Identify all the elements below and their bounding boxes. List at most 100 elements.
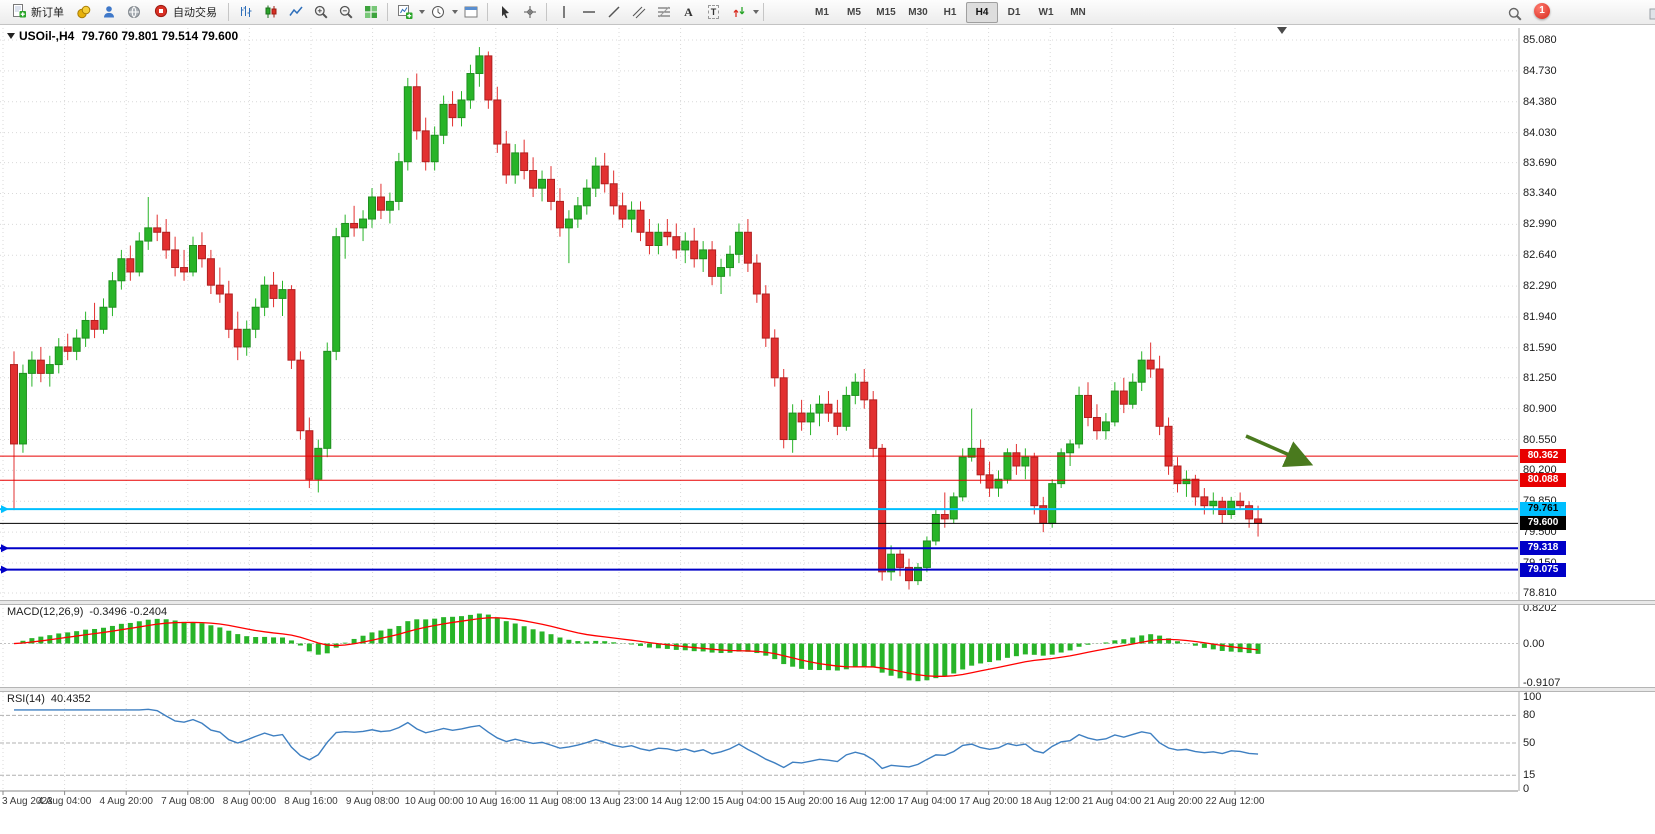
- channel-tool-icon[interactable]: [626, 2, 651, 23]
- candle: [99, 298, 108, 334]
- candle: [376, 183, 385, 220]
- candle: [770, 329, 779, 387]
- arrows-tool-icon[interactable]: [726, 2, 751, 23]
- candle: [126, 245, 135, 281]
- timeframe-button-m1[interactable]: M1: [815, 6, 829, 18]
- candle: [609, 170, 618, 215]
- toolbar: 新订单 自动交易 A T M1 M5 M15: [0, 0, 1655, 25]
- time-axis-label: 21 Aug 20:00: [1143, 796, 1203, 807]
- symbol-label: USOil-,H4 79.760 79.801 79.514 79.600: [19, 29, 245, 43]
- zoom-in-icon[interactable]: [308, 2, 333, 23]
- one-click-trading-arrow-icon[interactable]: [7, 33, 15, 39]
- candle: [27, 351, 36, 387]
- timeframe-button-h1[interactable]: H1: [943, 6, 957, 18]
- candle: [994, 470, 1003, 497]
- time-axis-label: 7 Aug 08:00: [161, 796, 215, 807]
- candle: [806, 404, 815, 436]
- candle: [654, 223, 663, 255]
- candle: [672, 223, 681, 259]
- candle: [1119, 377, 1128, 414]
- notification-badge[interactable]: 1: [1534, 3, 1550, 19]
- timeframe-button-w1[interactable]: W1: [1038, 6, 1054, 18]
- candle: [1209, 492, 1218, 515]
- new-order-icon: [11, 3, 27, 22]
- indicators-icon[interactable]: [392, 2, 417, 23]
- candle: [573, 196, 582, 228]
- time-axis-label: 10 Aug 16:00: [466, 796, 526, 807]
- panel-separator[interactable]: [0, 600, 1655, 605]
- toolbar-overflow-icon[interactable]: [1642, 3, 1655, 24]
- price-axis-label: 81.940: [1523, 310, 1557, 323]
- timeframe-button-mn[interactable]: MN: [1070, 6, 1086, 18]
- cursor-icon[interactable]: [492, 2, 517, 23]
- macd-axis-label: -0.9107: [1523, 677, 1561, 689]
- annotation-arrow[interactable]: [1245, 434, 1314, 468]
- text-tool-icon[interactable]: A: [676, 2, 701, 23]
- candlestick-chart-icon[interactable]: [258, 2, 283, 23]
- time-axis-label: 9 Aug 08:00: [345, 796, 400, 807]
- crosshair-icon[interactable]: [517, 2, 542, 23]
- candle: [412, 73, 421, 140]
- candle: [197, 232, 206, 268]
- candle: [591, 157, 600, 197]
- periods-icon[interactable]: [425, 2, 450, 23]
- timeframe-button-m15[interactable]: M15: [876, 6, 896, 18]
- candle: [493, 86, 502, 153]
- price-tag: 80.362: [1520, 449, 1566, 464]
- time-axis-label: 17 Aug 04:00: [897, 796, 957, 807]
- candle: [421, 117, 430, 171]
- candle: [958, 448, 967, 502]
- vertical-line-tool-icon[interactable]: [551, 2, 576, 23]
- autotrading-button[interactable]: 自动交易: [146, 1, 224, 24]
- tile-windows-icon[interactable]: [358, 2, 383, 23]
- candle: [618, 192, 627, 228]
- fibonacci-tool-icon[interactable]: [651, 2, 676, 23]
- candle: [887, 545, 896, 581]
- time-axis-label: 15 Aug 20:00: [774, 796, 834, 807]
- community-icon[interactable]: [96, 2, 121, 23]
- panel-separator[interactable]: [0, 687, 1655, 692]
- timeframe-button-m5[interactable]: M5: [847, 6, 861, 18]
- indicators-caret-icon[interactable]: [419, 10, 425, 14]
- time-axis-label: 8 Aug 16:00: [284, 796, 338, 807]
- line-chart-icon[interactable]: [283, 2, 308, 23]
- candle: [1227, 496, 1236, 519]
- candle: [1236, 492, 1245, 511]
- templates-icon[interactable]: [458, 2, 483, 23]
- candle: [600, 152, 609, 193]
- timeframe-button-m30[interactable]: M30: [908, 6, 928, 18]
- candle: [761, 285, 770, 347]
- market-icon[interactable]: [121, 2, 146, 23]
- horizontal-line-tool-icon[interactable]: [576, 2, 601, 23]
- chart-shift-marker-icon[interactable]: [1277, 27, 1287, 34]
- new-order-button[interactable]: 新订单: [4, 1, 71, 24]
- rsi-axis-label: 100: [1523, 691, 1542, 703]
- price-axis-label: 85.080: [1523, 34, 1557, 46]
- trendline-tool-icon[interactable]: [601, 2, 626, 23]
- search-icon[interactable]: [1502, 3, 1527, 24]
- candle: [779, 368, 788, 449]
- periods-caret-icon[interactable]: [452, 10, 458, 14]
- zoom-out-icon[interactable]: [333, 2, 358, 23]
- timeframe-button-d1[interactable]: D1: [1007, 6, 1021, 18]
- candle: [788, 404, 797, 453]
- candle: [869, 391, 878, 458]
- candle: [448, 91, 457, 127]
- ohlc-text: 79.760 79.801 79.514 79.600: [81, 29, 239, 43]
- rsi-indicator: [0, 708, 1518, 776]
- candle: [457, 91, 466, 127]
- arrows-caret-icon[interactable]: [753, 10, 759, 14]
- candle: [90, 302, 99, 339]
- bar-chart-icon[interactable]: [233, 2, 258, 23]
- label-tool-icon[interactable]: T: [701, 2, 726, 23]
- copy-trading-icon[interactable]: [71, 2, 96, 23]
- rsi-axis-label: 50: [1523, 737, 1536, 749]
- price-axis-label: 84.030: [1523, 126, 1557, 139]
- time-axis-label: 22 Aug 12:00: [1205, 796, 1265, 807]
- candle: [206, 249, 215, 295]
- price-axis-label: 82.290: [1523, 280, 1557, 293]
- timeframe-button-h4[interactable]: H4: [966, 1, 998, 23]
